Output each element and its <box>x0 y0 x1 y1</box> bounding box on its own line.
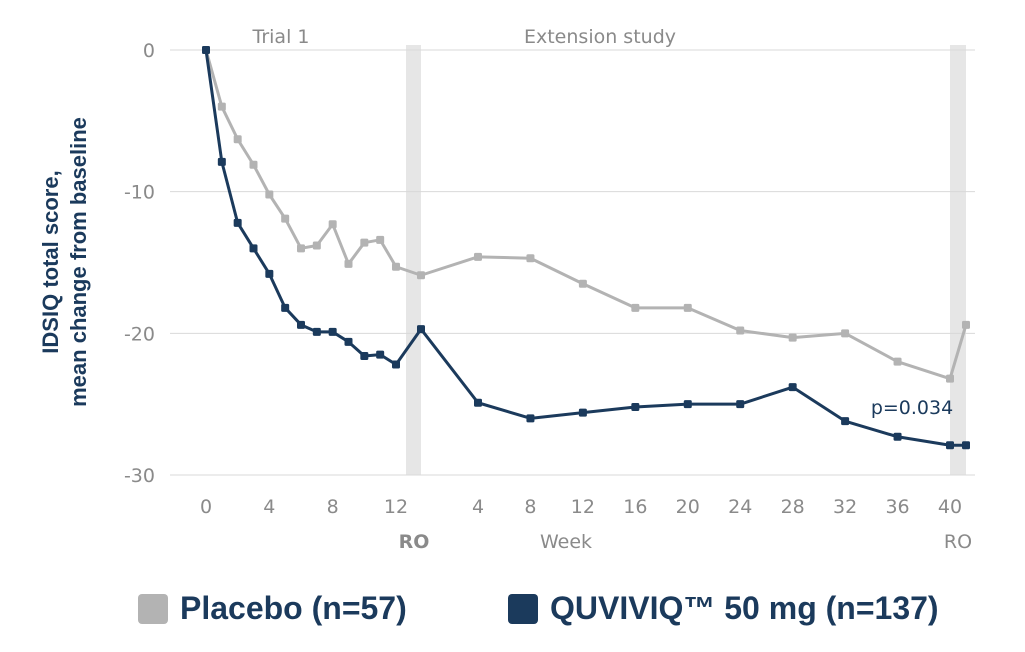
placebo-data-point <box>841 329 850 338</box>
quviviq-data-point <box>297 320 305 329</box>
x-tick-label-trial: 4 <box>263 496 275 518</box>
legend-label-placebo: Placebo (n=57) <box>180 590 407 626</box>
x-tick-label-trial: 12 <box>384 496 408 518</box>
p-value-annotation: p=0.034 <box>871 397 953 419</box>
quviviq-data-point <box>788 383 797 392</box>
quviviq-data-point <box>249 244 258 253</box>
x-tick-label-extension: 12 <box>571 496 595 518</box>
y-tick-label: 0 <box>143 40 155 62</box>
x-tick-label-extension: 28 <box>781 496 805 518</box>
placebo-data-point <box>962 320 970 329</box>
ro-label-extension: RO <box>944 531 972 553</box>
quviviq-data-point <box>376 350 385 359</box>
placebo-data-point <box>788 333 797 342</box>
quviviq-data-point <box>841 417 850 426</box>
quviviq-data-point <box>683 400 692 409</box>
x-tick-label-extension: 40 <box>938 496 962 518</box>
quviviq-data-point <box>893 432 902 441</box>
placebo-data-point <box>376 235 385 244</box>
quviviq-data-point <box>578 408 587 417</box>
ro-label-trial-1: RO <box>399 531 430 553</box>
x-tick-label-extension: 4 <box>472 496 484 518</box>
x-tick-label-extension: 32 <box>833 496 857 518</box>
placebo-data-point <box>392 262 400 271</box>
placebo-data-point <box>265 190 274 199</box>
x-tick-label-trial: 8 <box>327 496 339 518</box>
placebo-data-point <box>893 357 902 366</box>
quviviq-data-point <box>281 303 290 312</box>
quviviq-data-point <box>417 325 425 334</box>
quviviq-data-point <box>631 403 640 411</box>
quviviq-data-point <box>946 441 954 450</box>
legend-item-quviviq: QUVIVIQ™ 50 mg (n=137) <box>508 590 939 627</box>
ro-band-1 <box>406 45 421 475</box>
placebo-data-point <box>328 220 337 229</box>
legend-label-quviviq: QUVIVIQ™ 50 mg (n=137) <box>550 590 939 626</box>
legend: Placebo (n=57) QUVIVIQ™ 50 mg (n=137) <box>0 590 1025 640</box>
x-tick-label-extension: 36 <box>885 496 909 518</box>
quviviq-data-point <box>360 352 369 360</box>
placebo-data-point <box>217 102 226 111</box>
y-axis-label-line-1: IDSIQ total score, <box>38 170 63 353</box>
placebo-data-point <box>312 241 321 250</box>
quviviq-data-point <box>962 441 970 450</box>
section-label-extension-study: Extension study <box>524 26 676 48</box>
legend-item-placebo: Placebo (n=57) <box>138 590 407 627</box>
placebo-data-point <box>344 259 353 268</box>
y-tick-label: -20 <box>124 323 155 345</box>
quviviq-data-point <box>202 46 210 54</box>
quviviq-data-point <box>344 337 353 346</box>
x-tick-label-extension: 20 <box>676 496 700 518</box>
quviviq-data-point <box>736 400 745 409</box>
placebo-swatch-icon <box>138 593 168 624</box>
placebo-data-point <box>281 214 290 223</box>
quviviq-data-point <box>312 327 321 336</box>
y-axis-label: IDSIQ total score, mean change from base… <box>38 117 91 407</box>
placebo-data-point <box>233 135 242 144</box>
section-label-trial-1: Trial 1 <box>252 26 310 48</box>
x-tick-label-trial: 0 <box>200 496 212 518</box>
placebo-data-point <box>683 303 692 312</box>
placebo-data-point <box>297 244 305 253</box>
quviviq-data-point <box>217 157 226 166</box>
x-tick-label-extension: 24 <box>728 496 752 518</box>
quviviq-data-point <box>526 414 535 423</box>
quviviq-data-point <box>265 269 274 278</box>
y-axis-label-line-2: mean change from baseline <box>66 117 91 407</box>
placebo-data-point <box>360 238 369 247</box>
quviviq-data-point <box>392 360 400 369</box>
y-tick-label: -30 <box>124 465 155 487</box>
quviviq-swatch-icon <box>508 593 538 624</box>
quviviq-data-point <box>328 327 337 336</box>
placebo-data-point <box>736 326 745 335</box>
quviviq-data-point <box>474 398 482 407</box>
y-tick-label: -10 <box>124 182 155 204</box>
placebo-data-point <box>474 252 482 261</box>
placebo-data-point <box>417 271 425 280</box>
placebo-data-point <box>526 254 535 263</box>
placebo-data-point <box>946 374 954 383</box>
x-tick-label-extension: 8 <box>524 496 536 518</box>
x-axis-label: Week <box>540 531 592 553</box>
placebo-data-point <box>631 303 640 312</box>
quviviq-data-point <box>233 218 242 227</box>
x-tick-label-extension: 16 <box>623 496 647 518</box>
placebo-data-point <box>249 160 258 169</box>
placebo-data-point <box>578 279 587 288</box>
